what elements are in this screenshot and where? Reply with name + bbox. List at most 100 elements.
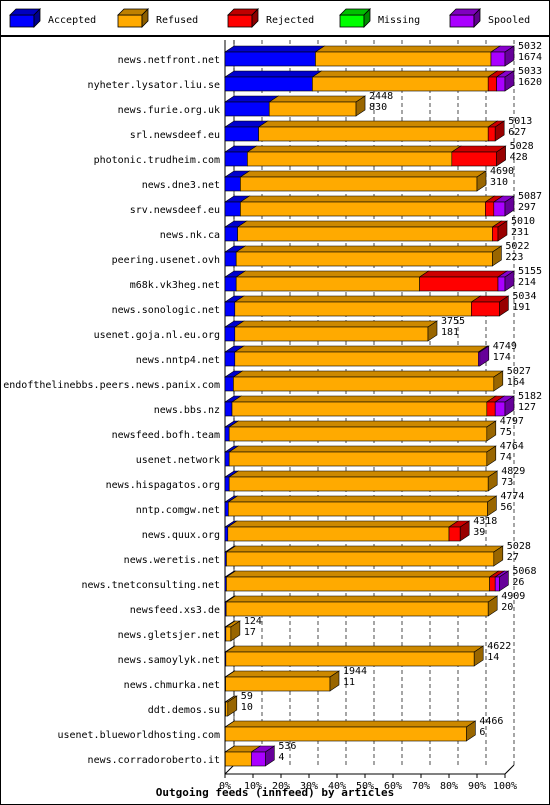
legend-swatch-side: [33, 8, 41, 28]
bar-segment-refused: [240, 201, 486, 217]
bar-segment-refused: [224, 726, 467, 742]
legend-swatch-side: [141, 8, 149, 28]
bar-segment-refused: [225, 601, 489, 617]
category-label: news.dne3.net: [142, 180, 220, 191]
bar-segment-refused: [225, 676, 331, 692]
category-label: srv.newsdeef.eu: [130, 205, 220, 216]
bar-segment-spooled: [494, 576, 500, 592]
bar-segment-accepted: [224, 101, 270, 117]
accepted-label: 73: [501, 477, 513, 488]
bar-segment-top-accepted: [224, 70, 323, 78]
bar-row: [224, 295, 510, 317]
category-label: nyheter.lysator.liu.se: [88, 80, 220, 91]
category-label: m68k.vk3heg.net: [130, 280, 220, 291]
x-tick-label: 10%: [244, 781, 262, 792]
bar-segment-top-refused: [225, 570, 500, 578]
bar-segment-spooled: [497, 276, 506, 292]
bar-row: [224, 745, 276, 767]
bar-segment-top-refused: [239, 195, 496, 203]
legend-item-spooled: Spooled: [449, 8, 530, 28]
bar-side: [473, 645, 484, 667]
x-tick-label: 20%: [272, 781, 290, 792]
bar-segment-accepted: [224, 301, 236, 317]
category-label: usenet.network: [136, 455, 220, 466]
bar-segment-top-refused: [224, 670, 340, 678]
bar-segment-top-refused: [228, 420, 497, 428]
x-tick-label: 90%: [468, 781, 486, 792]
category-label: news.sonologic.net: [112, 305, 220, 316]
bar-segment-refused: [237, 226, 493, 242]
bar-segment-top-refused: [311, 70, 499, 78]
category-label: news.tnetconsulting.net: [82, 580, 220, 591]
accepted-label: 1674: [518, 52, 542, 63]
bar-side: [504, 195, 515, 217]
category-label: news.weretis.net: [124, 555, 220, 566]
bar-segment-spooled: [251, 751, 266, 767]
accepted-label: 127: [518, 402, 536, 413]
bar-segment-rejected: [448, 526, 461, 542]
bar-segment-top-refused: [239, 170, 487, 178]
bar-segment-accepted: [224, 526, 229, 542]
x-tick-label: 0%: [219, 781, 231, 792]
legend-label: Refused: [156, 15, 198, 26]
bar-side: [476, 170, 487, 192]
category-label: ddt.demos.su: [148, 705, 220, 716]
legend-swatch: [449, 14, 475, 28]
total-label: 5032: [518, 41, 542, 52]
total-label: 5033: [518, 66, 542, 77]
bar-segment-rejected: [486, 401, 496, 417]
bar-segment-top-refused: [227, 495, 498, 503]
legend-swatch: [117, 14, 143, 28]
bar-side: [493, 545, 504, 567]
bar-row: [224, 670, 340, 692]
bar-row: [224, 545, 504, 567]
bar-segment-top-refused: [233, 345, 489, 353]
bar-row: [224, 70, 515, 92]
x-tick-label: 70%: [412, 781, 430, 792]
bar-segment-accepted: [224, 376, 234, 392]
bar-row: [224, 620, 241, 642]
category-label: newsfeed.bofh.team: [112, 430, 220, 441]
bar-side: [499, 295, 509, 317]
x-tick-label: 40%: [328, 781, 346, 792]
bar-segment-refused: [231, 401, 488, 417]
accepted-label: 428: [510, 152, 528, 163]
accepted-label: 627: [508, 127, 526, 138]
bar-segment-accepted: [224, 351, 236, 367]
bar-side: [497, 220, 508, 242]
category-label: news.nntp4.net: [136, 355, 220, 366]
total-label: 5087: [518, 191, 542, 202]
bar-row: [224, 645, 485, 667]
bar-segment-accepted: [224, 501, 229, 517]
bar-segment-accepted: [224, 226, 238, 242]
legend: Accepted Refused Rejected Missing Spooled: [9, 8, 530, 28]
x-tick-label: 30%: [300, 781, 318, 792]
category-label: newsfeed.xs3.de: [130, 605, 220, 616]
bar-segment-spooled: [490, 51, 506, 67]
bar-row: [224, 320, 438, 342]
bar-side: [504, 395, 515, 417]
bar-segment-refused: [225, 626, 232, 642]
bar-segment-refused: [228, 501, 488, 517]
bar-row: [224, 345, 490, 367]
bar-segment-accepted: [224, 476, 230, 492]
accepted-label: 17: [244, 627, 256, 638]
accepted-label: 74: [500, 452, 512, 463]
legend-label: Rejected: [266, 15, 314, 26]
total-label: 5027: [507, 366, 531, 377]
x-axis-title: Outgoing feeds (innfeed) by articles: [156, 786, 394, 799]
bar-segment-accepted: [224, 126, 259, 142]
bar-side: [329, 670, 340, 692]
bar-segment-rejected: [492, 226, 499, 242]
bar-segment-top-accepted: [224, 45, 326, 53]
bar-segment-top-refused: [236, 220, 503, 228]
bar-row: [224, 495, 498, 517]
bar-segment-spooled: [496, 76, 506, 92]
accepted-label: 223: [505, 252, 523, 263]
bar-row: [224, 270, 515, 292]
bar-side: [459, 520, 470, 542]
bar-segment-refused: [226, 551, 495, 567]
total-label: 5068: [512, 566, 536, 577]
category-label: news.furie.org.uk: [118, 105, 220, 116]
bar-segment-top-refused: [233, 320, 438, 328]
